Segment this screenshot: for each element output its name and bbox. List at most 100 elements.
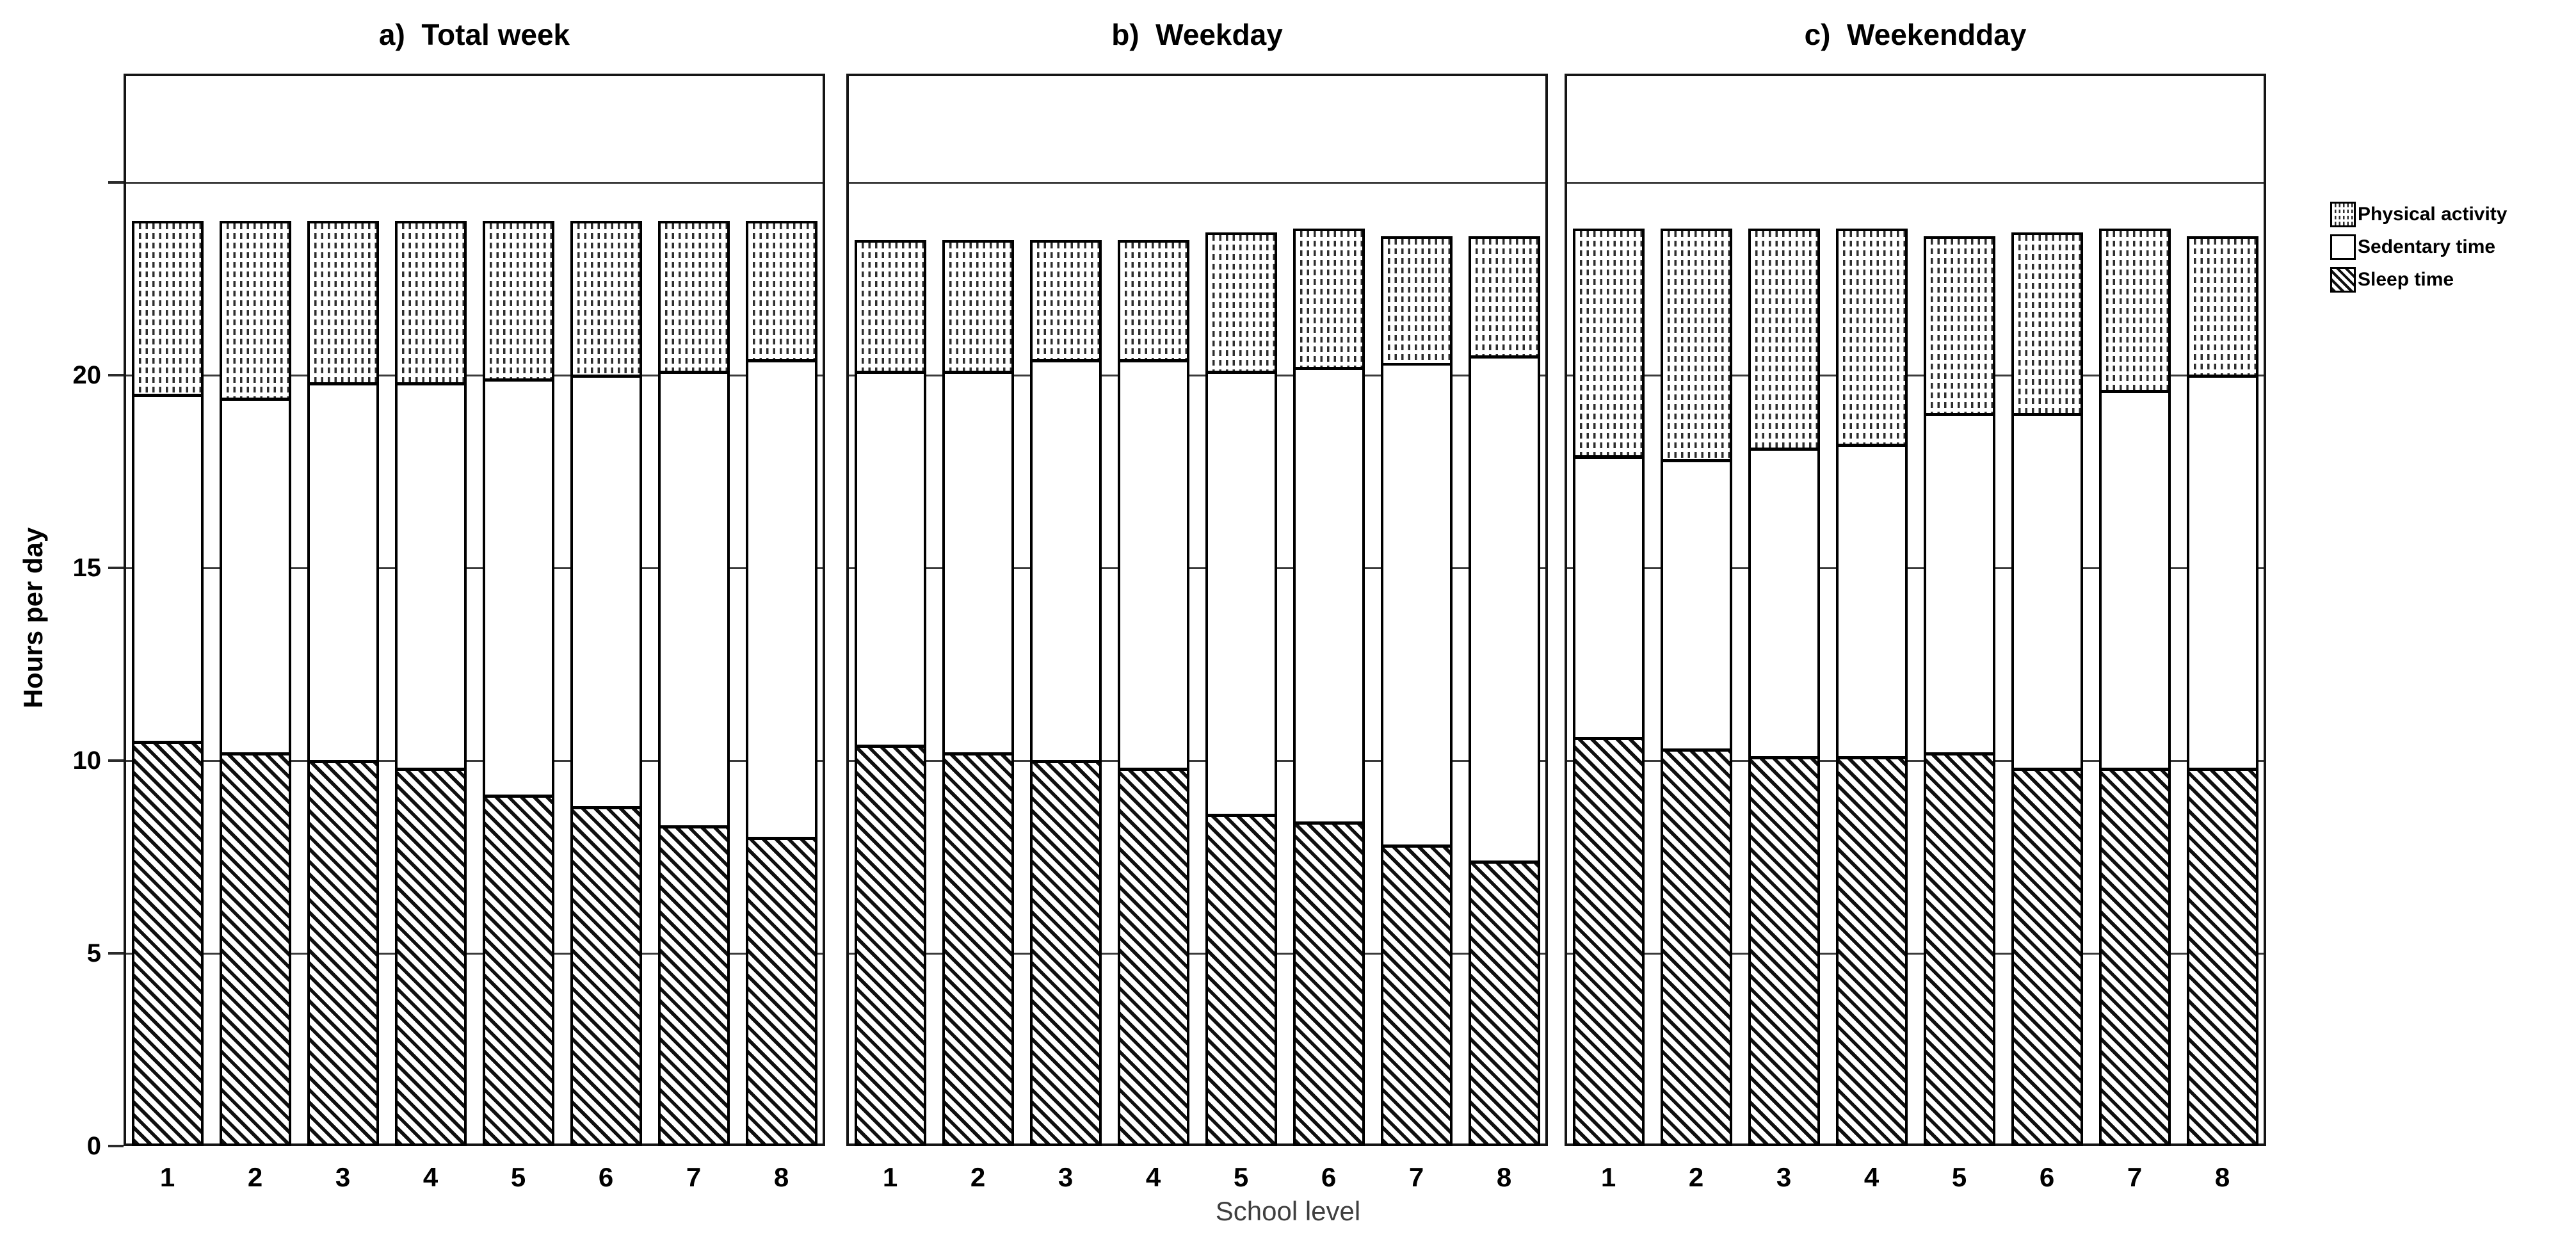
segment-physical-activity [1836, 229, 1908, 446]
y-tick-label: 5 [86, 939, 101, 967]
gridline [1567, 760, 2264, 762]
segment-sedentary-time [132, 394, 204, 743]
x-tick-label: 5 [1233, 1162, 1249, 1192]
segment-sleep-time [570, 807, 642, 1146]
legend-item-sedentary-time: Sedentary time [2330, 234, 2507, 261]
segment-sedentary-time [2187, 375, 2258, 770]
segment-sedentary-time [1469, 356, 1540, 863]
segment-sleep-time [307, 761, 379, 1146]
segment-physical-activity [746, 221, 817, 362]
gridline [126, 760, 823, 762]
x-tick-label: 4 [1864, 1162, 1880, 1192]
gridline [1567, 953, 2264, 955]
x-tick-label: 7 [686, 1162, 702, 1192]
panel-title-b: b) Weekday [1111, 18, 1283, 51]
gridline [1567, 375, 2264, 376]
segment-physical-activity [220, 221, 291, 400]
gridline [849, 567, 1545, 569]
panel-c [1565, 74, 2266, 1146]
segment-physical-activity [132, 221, 204, 396]
x-tick-label: 1 [159, 1162, 175, 1192]
segment-sedentary-time [746, 360, 817, 839]
chart-legend: Physical activity Sedentary time Sleep t… [2330, 201, 2507, 299]
gridline [126, 567, 823, 569]
segment-sleep-time [2187, 768, 2258, 1146]
gridline [126, 375, 823, 376]
segment-sedentary-time [942, 371, 1014, 755]
x-tick-label: 6 [1321, 1162, 1337, 1192]
segment-sedentary-time [1205, 371, 1277, 816]
x-tick-label: 7 [1408, 1162, 1424, 1192]
segment-sleep-time [1293, 822, 1365, 1146]
segment-sedentary-time [658, 371, 730, 828]
x-tick-label: 6 [2039, 1162, 2055, 1192]
x-tick-label: 6 [598, 1162, 614, 1192]
segment-sedentary-time [1293, 368, 1365, 824]
legend-label: Sleep time [2358, 269, 2454, 290]
x-tick-label: 1 [1600, 1162, 1616, 1192]
x-tick-label: 7 [2127, 1162, 2143, 1192]
segment-sleep-time [1030, 761, 1102, 1146]
segment-sleep-time [220, 753, 291, 1146]
segment-physical-activity [1748, 229, 1820, 450]
y-tick-label: 15 [72, 554, 102, 582]
segment-sedentary-time [2099, 391, 2171, 770]
y-tick-mark [108, 1145, 124, 1147]
segment-sleep-time [2099, 768, 2171, 1146]
segment-physical-activity [1469, 236, 1540, 358]
segment-sedentary-time [1836, 444, 1908, 759]
x-tick-label: 5 [1951, 1162, 1967, 1192]
segment-sleep-time [1661, 749, 1732, 1146]
segment-sleep-time [1748, 757, 1820, 1146]
segment-physical-activity [1661, 229, 1732, 462]
x-tick-label: 1 [882, 1162, 898, 1192]
segment-sleep-time [855, 745, 926, 1146]
segment-sedentary-time [1661, 460, 1732, 751]
x-tick-label: 8 [773, 1162, 789, 1192]
segment-sedentary-time [1748, 448, 1820, 759]
segment-physical-activity [855, 240, 926, 373]
segment-sedentary-time [855, 371, 926, 747]
segment-physical-activity [2187, 236, 2258, 377]
y-tick-mark [108, 759, 124, 762]
segment-sedentary-time [307, 383, 379, 763]
x-tick-label: 4 [423, 1162, 439, 1192]
gridline [849, 375, 1545, 376]
panel-b [846, 74, 1548, 1146]
segment-physical-activity [483, 221, 554, 381]
segment-physical-activity [1381, 236, 1453, 366]
segment-sleep-time [395, 768, 467, 1146]
segment-sleep-time [1573, 738, 1645, 1146]
sleep-time-pattern-swatch-icon [2330, 267, 2356, 293]
gridline [849, 182, 1545, 184]
x-tick-label: 2 [247, 1162, 263, 1192]
legend-label: Sedentary time [2358, 236, 2496, 257]
segment-physical-activity [1030, 240, 1102, 362]
segment-sleep-time [746, 837, 817, 1146]
y-tick-mark [108, 181, 124, 184]
legend-item-physical-activity: Physical activity [2330, 201, 2507, 228]
y-tick-mark [108, 952, 124, 955]
segment-physical-activity [2099, 229, 2171, 392]
x-tick-label: 2 [1688, 1162, 1704, 1192]
segment-physical-activity [1924, 236, 1995, 416]
segment-physical-activity [658, 221, 730, 373]
segment-sleep-time [1836, 757, 1908, 1146]
segment-sedentary-time [1924, 414, 1995, 755]
y-tick-label: 10 [72, 747, 102, 775]
segment-sleep-time [2011, 768, 2083, 1146]
x-tick-label: 8 [1496, 1162, 1512, 1192]
panel-title-a: a) Total week [378, 18, 570, 51]
gridline [849, 760, 1545, 762]
segment-sleep-time [1924, 753, 1995, 1146]
y-tick-label: 20 [72, 361, 102, 389]
panel-title-c: c) Weekendday [1804, 18, 2027, 51]
panel-a [124, 74, 825, 1146]
x-tick-label: 4 [1145, 1162, 1161, 1192]
segment-sedentary-time [1573, 456, 1645, 739]
segment-physical-activity [1118, 240, 1189, 362]
segment-sleep-time [132, 741, 204, 1146]
segment-sleep-time [1381, 845, 1453, 1146]
y-tick-label: 0 [86, 1132, 101, 1160]
